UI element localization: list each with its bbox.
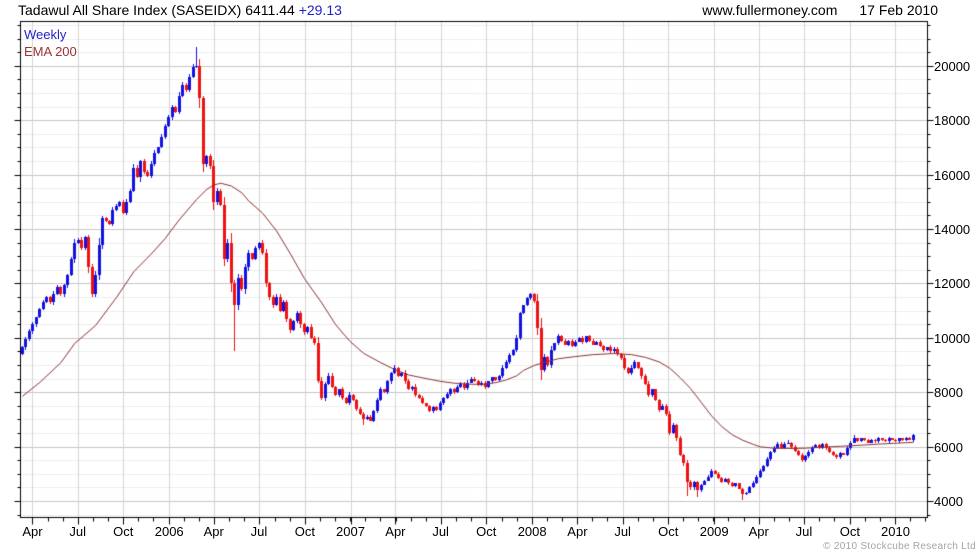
header-right: www.fullermoney.com 17 Feb 2010	[702, 2, 938, 18]
website-link[interactable]: www.fullermoney.com	[702, 2, 838, 18]
x-axis-label: Apr	[567, 524, 588, 539]
chart-title: Tadawul All Share Index (SASEIDX) 6411.4…	[18, 2, 295, 18]
x-axis-label: Oct	[113, 524, 134, 539]
y-axis-label: 8000	[934, 385, 963, 401]
y-axis-label: 10000	[934, 330, 971, 346]
x-axis-label: Jul	[250, 524, 268, 539]
x-axis-label: 2007	[336, 524, 365, 539]
x-axis-label: 2010	[881, 524, 910, 539]
x-axis-label: Oct	[839, 524, 861, 539]
x-axis-label: 2008	[517, 524, 547, 539]
y-axis-label: 18000	[934, 113, 971, 129]
x-axis-label: 2006	[154, 524, 184, 539]
x-axis-label: Oct	[658, 524, 679, 539]
price-change: +29.13	[298, 2, 342, 18]
legend-ema-label: EMA 200	[24, 44, 77, 59]
y-axis-label: 6000	[934, 439, 963, 455]
x-axis-label: Oct	[294, 524, 316, 539]
x-axis-label: Jul	[614, 524, 631, 539]
x-axis-label: Apr	[203, 524, 224, 539]
x-axis-label: Apr	[385, 524, 406, 539]
x-axis-label: Apr	[748, 524, 769, 539]
y-axis-label: 4000	[934, 494, 963, 509]
chart-title-row: Tadawul All Share Index (SASEIDX) 6411.4…	[18, 2, 342, 18]
x-axis-label: Jul	[432, 524, 449, 539]
x-axis-label: Oct	[476, 524, 497, 539]
y-axis-label: 14000	[934, 222, 971, 237]
copyright-label: © 2010 Stockcube Research Ltd	[823, 541, 976, 552]
x-axis-label: Jul	[795, 524, 813, 539]
x-axis-label: Jul	[69, 524, 86, 539]
x-axis-label: Apr	[22, 524, 43, 539]
y-axis-label: 20000	[934, 58, 971, 74]
date-label: 17 Feb 2010	[859, 2, 938, 18]
y-axis-label: 12000	[934, 276, 971, 292]
legend-timeframe-label: Weekly	[24, 27, 67, 42]
x-axis-label: 2009	[699, 524, 729, 539]
y-axis-label: 16000	[934, 167, 971, 183]
